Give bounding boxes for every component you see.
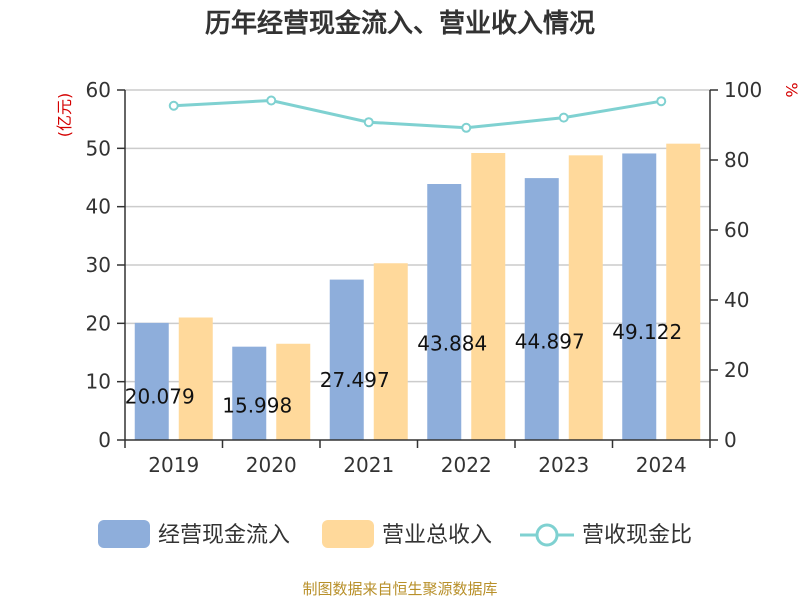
ratio-point-2023 (558, 112, 569, 123)
x-tick-label: 2019 (148, 453, 199, 477)
ratio-point-2022 (461, 122, 472, 133)
left-tick-label: 20 (86, 311, 111, 335)
data-label-inflow: 49.122 (612, 320, 682, 344)
bar-revenue-2021 (373, 263, 408, 440)
left-tick-label: 0 (98, 428, 111, 452)
data-label-inflow: 20.079 (125, 384, 195, 408)
x-tick-label: 2023 (538, 453, 589, 477)
bars (134, 143, 701, 441)
x-tick-label: 2021 (343, 453, 394, 477)
ratio-point-2020 (266, 95, 277, 106)
left-tick-label: 30 (86, 253, 111, 277)
right-tick-label: 60 (724, 218, 749, 242)
bar-inflow-2019 (134, 322, 169, 440)
legend-label-inflow: 经营现金流入 (158, 523, 290, 548)
ratio-point-2024 (656, 96, 667, 107)
legend-label-revenue: 营业总收入 (382, 523, 492, 548)
bar-revenue-2020 (276, 343, 311, 440)
bar-inflow-2023 (524, 178, 559, 440)
bar-inflow-2021 (329, 279, 364, 440)
legend-item-inflow[interactable]: 经营现金流入 (98, 520, 290, 548)
right-tick-label: 100 (724, 78, 762, 102)
bar-revenue-2022 (471, 153, 506, 440)
bar-revenue-2023 (568, 155, 603, 441)
legend-item-revenue[interactable]: 营业总收入 (322, 520, 492, 548)
right-tick-label: 0 (724, 428, 737, 452)
right-tick-label: 80 (724, 148, 749, 172)
legend-swatch-revenue (322, 520, 374, 548)
legend: 经营现金流入 营业总收入 营收现金比 (98, 520, 692, 548)
left-tick-label: 50 (86, 136, 111, 160)
data-label-inflow: 44.897 (515, 329, 585, 353)
right-tick-label: 20 (724, 358, 749, 382)
legend-marker-ratio (535, 523, 559, 547)
bar-inflow-2020 (232, 346, 267, 440)
bar-inflow-2022 (427, 184, 462, 440)
data-label-inflow: 15.998 (222, 394, 292, 418)
bar-inflow-2024 (622, 153, 657, 440)
ratio-point-2019 (168, 100, 179, 111)
x-tick-label: 2022 (441, 453, 492, 477)
left-tick-label: 60 (86, 78, 111, 102)
right-tick-label: 40 (724, 288, 749, 312)
data-label-inflow: 43.884 (417, 332, 487, 356)
bar-revenue-2024 (666, 143, 701, 440)
ratio-line (173, 98, 662, 130)
chart-title: 历年经营现金流入、营业收入情况 (205, 8, 595, 39)
data-label-inflow: 27.497 (320, 368, 390, 392)
source-note: 制图数据来自恒生聚源数据库 (302, 580, 497, 598)
gridlines (125, 89, 710, 383)
legend-label-ratio: 营收现金比 (582, 523, 692, 548)
ratio-line-series (168, 95, 667, 133)
legend-swatch-inflow (98, 520, 150, 548)
x-tick-label: 2024 (636, 453, 687, 477)
axes: 0 10 20 30 40 50 60 0 20 40 60 80 100 2019 2020 2021 202… (86, 78, 763, 477)
data-labels: 20.079 15.998 27.497 43.884 44.897 49.122 (125, 320, 682, 417)
legend-item-ratio[interactable]: 营收现金比 (520, 523, 692, 548)
bar-revenue-2019 (178, 317, 213, 440)
left-tick-label: 10 (86, 370, 111, 394)
right-axis-unit: % (782, 82, 800, 97)
ratio-point-2021 (363, 117, 374, 128)
left-tick-label: 40 (86, 195, 111, 219)
x-tick-label: 2020 (246, 453, 297, 477)
left-axis-unit: (亿元) (55, 93, 74, 138)
